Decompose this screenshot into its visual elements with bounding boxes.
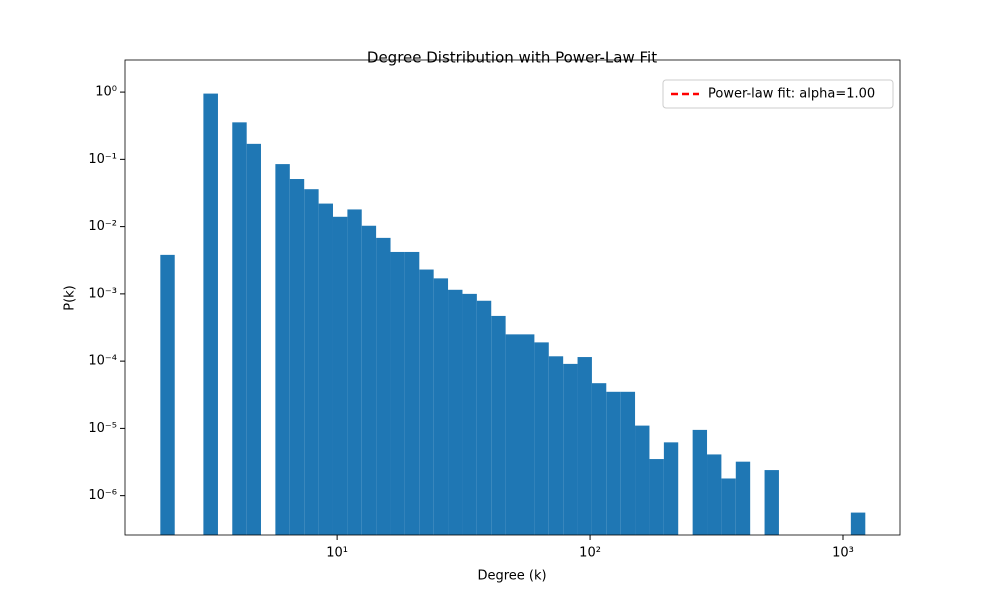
bar [721, 478, 736, 535]
bar [663, 442, 679, 535]
bar [404, 251, 420, 535]
bar [203, 93, 218, 535]
bar [275, 164, 290, 535]
x-tick-label: 10² [579, 546, 601, 561]
legend-label: Power-law fit: alpha=1.00 [708, 87, 875, 102]
bar [347, 209, 362, 535]
bar [519, 334, 535, 535]
y-tick-label: 10⁰ [95, 85, 117, 100]
bar [448, 289, 463, 535]
bar [304, 189, 319, 535]
bar [735, 461, 751, 535]
bar [160, 254, 175, 535]
bar [563, 363, 578, 535]
bar [376, 237, 391, 536]
x-tick-label: 10³ [832, 546, 854, 561]
bar [246, 143, 261, 535]
bar [649, 459, 664, 535]
bar [548, 356, 564, 535]
bar [620, 391, 636, 535]
bar [707, 454, 722, 535]
y-tick-label: 10⁻¹ [88, 152, 117, 167]
bar [764, 470, 779, 535]
bar [289, 179, 305, 535]
legend-box [662, 79, 894, 109]
y-tick-label: 10⁻² [88, 219, 117, 234]
bar [850, 512, 866, 535]
y-tick-label: 10⁻⁴ [88, 354, 117, 369]
chart-title: Degree Distribution with Power-Law Fit [367, 49, 657, 67]
x-tick-label: 10¹ [326, 546, 348, 561]
x-axis-label: Degree (k) [477, 569, 546, 584]
plot-frame [124, 59, 901, 536]
bar [491, 315, 506, 535]
bar [318, 203, 333, 535]
bar [462, 293, 477, 535]
y-tick-label: 10⁻³ [88, 286, 117, 301]
bar [476, 300, 492, 535]
bar [332, 216, 348, 535]
bar [635, 425, 650, 535]
bar [361, 225, 377, 535]
bar [419, 269, 434, 535]
bar [692, 429, 708, 535]
y-tick-label: 10⁻⁵ [88, 421, 117, 436]
bar [591, 383, 607, 535]
y-axis-label: P(k) [63, 285, 78, 311]
bar [577, 357, 592, 535]
bar [505, 334, 520, 535]
bar [433, 278, 449, 535]
bar [390, 251, 405, 535]
bar [606, 391, 621, 535]
y-tick-label: 10⁻⁶ [88, 488, 117, 503]
bar [534, 342, 549, 535]
bar [232, 122, 247, 535]
